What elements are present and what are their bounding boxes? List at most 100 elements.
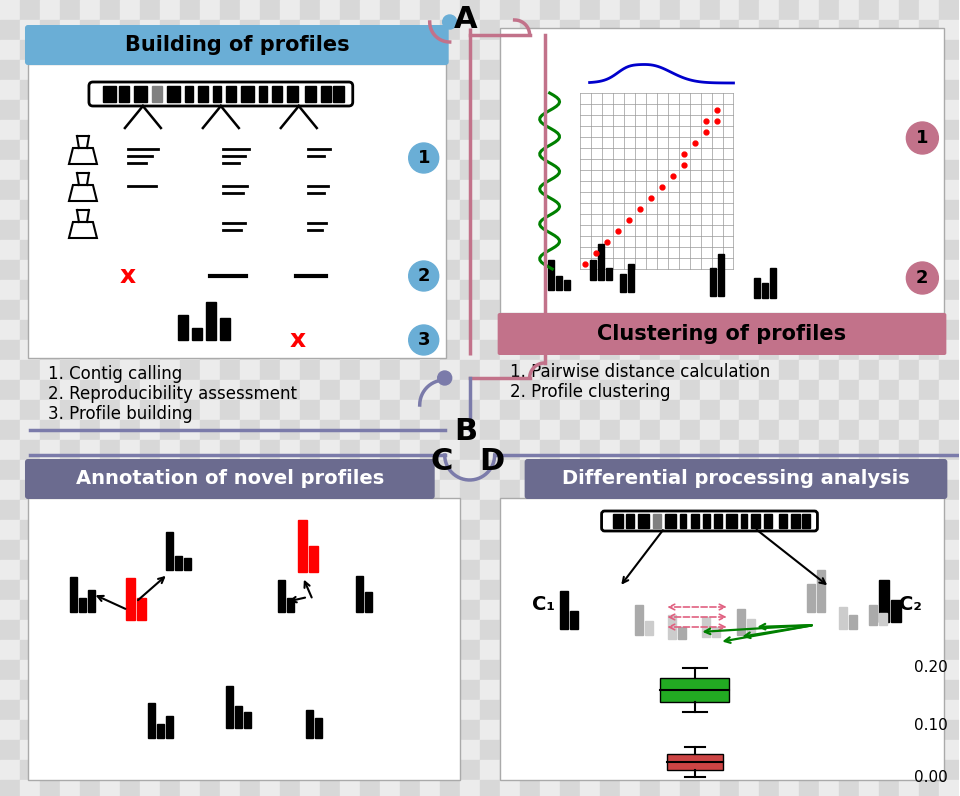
Bar (879, 60, 900, 80)
Bar (719, 200, 739, 220)
Bar (60, 520, 80, 540)
Bar (920, 200, 939, 220)
Bar (700, 300, 719, 320)
Bar (300, 420, 320, 440)
Bar (120, 720, 140, 740)
Bar (499, 360, 519, 380)
Bar (780, 60, 800, 80)
Bar (939, 640, 959, 660)
Bar (185, 86, 193, 102)
Bar (499, 380, 519, 400)
Bar (900, 80, 920, 100)
Bar (160, 520, 180, 540)
Bar (704, 514, 709, 528)
Bar (619, 280, 639, 300)
Bar (639, 320, 660, 340)
Bar (240, 780, 260, 796)
Bar (440, 660, 460, 680)
Bar (305, 86, 316, 102)
Bar (287, 598, 294, 612)
Bar (260, 340, 279, 360)
Bar (220, 160, 240, 180)
Bar (180, 600, 200, 620)
Bar (340, 580, 360, 600)
Bar (680, 200, 700, 220)
Bar (40, 0, 60, 20)
Bar (200, 200, 220, 220)
Bar (40, 400, 60, 420)
Bar (140, 540, 160, 560)
Bar (192, 328, 202, 340)
Bar (639, 680, 660, 700)
Bar (60, 720, 80, 740)
Bar (60, 20, 80, 40)
Bar (560, 0, 580, 20)
Bar (399, 300, 420, 320)
Bar (279, 240, 300, 260)
Bar (800, 240, 820, 260)
Bar (800, 380, 820, 400)
Bar (839, 220, 859, 240)
Bar (920, 300, 939, 320)
Bar (60, 460, 80, 480)
Bar (920, 580, 939, 600)
Bar (40, 300, 60, 320)
Bar (140, 440, 160, 460)
Bar (839, 780, 859, 796)
Bar (480, 520, 499, 540)
Bar (160, 540, 180, 560)
Bar (260, 760, 279, 780)
Bar (560, 240, 580, 260)
Bar (920, 400, 939, 420)
Bar (759, 220, 780, 240)
Bar (680, 460, 700, 480)
Bar (639, 260, 660, 280)
Bar (939, 0, 959, 20)
Bar (480, 560, 499, 580)
Bar (460, 560, 480, 580)
Bar (660, 560, 680, 580)
Bar (660, 660, 680, 680)
Bar (298, 520, 307, 572)
Bar (380, 240, 399, 260)
Bar (100, 280, 120, 300)
Bar (900, 700, 920, 720)
Bar (200, 740, 220, 760)
Bar (920, 740, 939, 760)
Bar (80, 240, 100, 260)
Bar (879, 740, 900, 760)
Bar (200, 640, 220, 660)
Bar (180, 720, 200, 740)
Bar (103, 86, 116, 102)
Bar (879, 280, 900, 300)
Bar (440, 500, 460, 520)
Bar (780, 40, 800, 60)
Bar (440, 760, 460, 780)
Bar (460, 360, 480, 380)
Bar (300, 400, 320, 420)
Bar (800, 780, 820, 796)
Bar (859, 740, 879, 760)
Bar (20, 240, 40, 260)
Bar (80, 520, 100, 540)
Bar (719, 520, 739, 540)
Bar (780, 740, 800, 760)
Bar (800, 80, 820, 100)
Text: 1. Pairwise distance calculation: 1. Pairwise distance calculation (510, 363, 770, 381)
Bar (759, 420, 780, 440)
Bar (480, 40, 499, 60)
Bar (920, 780, 939, 796)
Bar (399, 240, 420, 260)
Bar (499, 160, 519, 180)
Bar (100, 620, 120, 640)
Bar (519, 600, 540, 620)
Bar (80, 480, 100, 500)
Bar (680, 260, 700, 280)
Bar (939, 580, 959, 600)
Bar (100, 300, 120, 320)
Bar (580, 640, 600, 660)
Bar (850, 615, 857, 629)
Bar (120, 120, 140, 140)
Bar (20, 560, 40, 580)
Bar (213, 86, 221, 102)
